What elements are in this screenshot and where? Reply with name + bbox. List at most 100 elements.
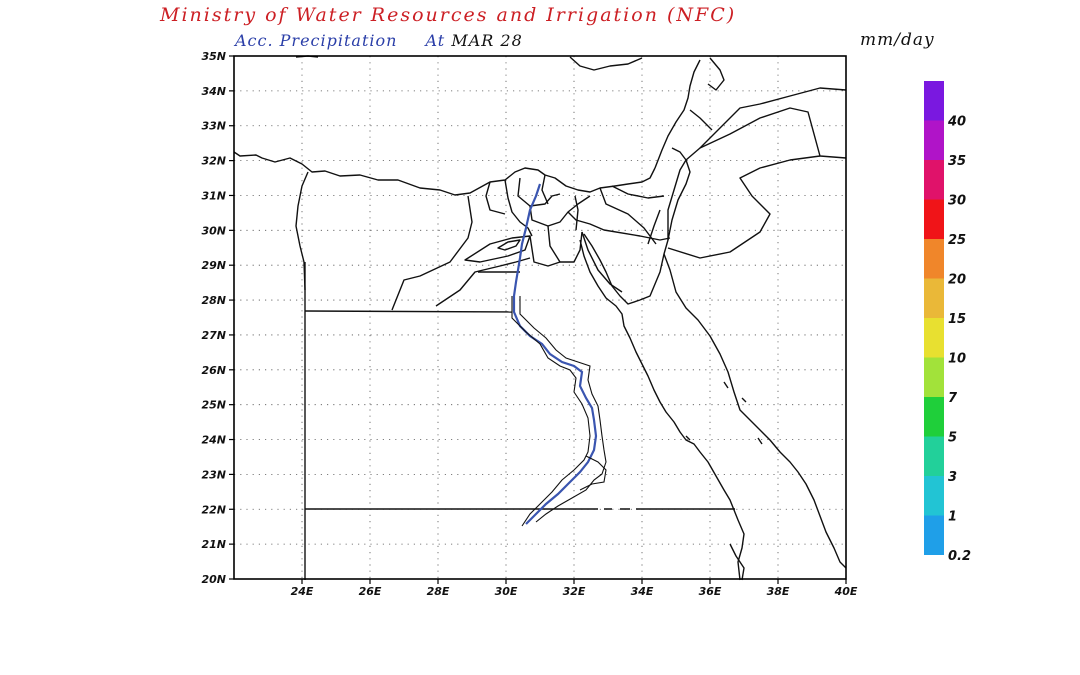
- x-tick-label: 28E: [427, 585, 450, 598]
- map-borders: [233, 55, 847, 581]
- y-tick-label: 27N: [201, 329, 226, 342]
- figure-subtitle: Acc. Precipitation At MAR 28: [235, 31, 523, 50]
- figure-title: Ministry of Water Resources and Irrigati…: [160, 4, 737, 26]
- y-tick-label: 21N: [201, 538, 226, 551]
- coast-sinai-east: [639, 147, 691, 301]
- legend-swatch: [924, 515, 944, 555]
- coastline-levant: [654, 59, 701, 169]
- sinai-inner: [647, 209, 661, 245]
- legend-label: 35: [948, 154, 966, 169]
- legend-label: 25: [948, 233, 966, 248]
- axis-ticks: 24E 26E 28E 30E 32E 34E 36E 38E 40E 20N 21N 22N 23N 2…: [201, 50, 857, 598]
- nile-valley-outline-east: [519, 296, 607, 523]
- at-label: At: [425, 31, 446, 50]
- legend-label: 3: [948, 470, 957, 485]
- coastline-turkey: [569, 56, 643, 71]
- y-tick-label: 34N: [201, 85, 226, 98]
- y-tick-label: 32N: [201, 155, 226, 168]
- legend-swatch: [924, 120, 944, 160]
- admin-delta-8: [485, 181, 506, 215]
- y-tick-label: 24N: [201, 434, 226, 447]
- y-tick-label: 23N: [201, 468, 226, 481]
- y-tick-label: 33N: [201, 120, 226, 133]
- y-tick-label: 25N: [201, 399, 226, 412]
- coastline-north-africa: [233, 151, 656, 196]
- legend-label: 1: [948, 510, 957, 525]
- nile-valley-outline: [511, 296, 591, 527]
- legend-label: 5: [948, 431, 957, 446]
- admin-delta-5: [529, 235, 561, 267]
- forecast-date: MAR 28: [451, 31, 523, 50]
- coast-red-sea-east: [663, 253, 847, 569]
- admin-delta-1: [504, 179, 533, 237]
- legend-label: 0.2: [948, 549, 971, 564]
- depression-qattara: [464, 235, 531, 263]
- legend-swatch: [924, 278, 944, 318]
- admin-north-sinai: [599, 187, 657, 245]
- legend-swatch: [924, 397, 944, 437]
- nile-main-channel: [512, 183, 598, 525]
- coastline-anatolia: [707, 57, 725, 91]
- admin-matruh: [391, 195, 473, 311]
- legend-swatch: [924, 476, 944, 516]
- sudan-coast-fragment: [729, 543, 745, 581]
- admin-delta-4: [547, 225, 583, 263]
- legend-swatch: [924, 81, 944, 121]
- map-grid: [234, 56, 846, 579]
- y-tick-label: 26N: [201, 364, 226, 377]
- x-tick-label: 24E: [291, 585, 314, 598]
- y-tick-label: 29N: [201, 259, 226, 272]
- x-tick-label: 36E: [699, 585, 722, 598]
- legend-swatch: [924, 239, 944, 279]
- legend-label: 40: [947, 115, 966, 130]
- y-tick-label: 31N: [201, 189, 226, 202]
- border-libya-west: [295, 171, 309, 291]
- product-name: Acc. Precipitation: [235, 31, 398, 50]
- admin-delta-9: [541, 174, 549, 205]
- admin-line-28n: [304, 310, 513, 313]
- border-syria: [699, 87, 847, 149]
- coast-gulf-of-suez-west: [579, 239, 745, 581]
- nile-river: [511, 183, 607, 527]
- legend-swatch: [924, 436, 944, 476]
- y-tick-label: 30N: [201, 224, 226, 237]
- lake-qarun: [497, 239, 521, 251]
- x-tick-label: 38E: [767, 585, 790, 598]
- border-jordan-iraq: [685, 107, 847, 161]
- x-tick-label: 30E: [495, 585, 518, 598]
- coast-sinai-west: [583, 233, 641, 305]
- admin-delta-7: [574, 195, 579, 231]
- legend-label: 20: [948, 273, 966, 288]
- legend-label: 15: [948, 312, 966, 327]
- admin-delta-2: [517, 177, 561, 207]
- border-israel-jordan: [667, 159, 687, 240]
- map-frame: [233, 55, 847, 580]
- admin-delta-6: [567, 211, 671, 241]
- border-jordan-saudi: [667, 155, 821, 259]
- y-tick-label: 35N: [201, 50, 226, 63]
- legend-swatch: [924, 357, 944, 397]
- y-tick-label: 20N: [201, 573, 226, 586]
- x-tick-label: 26E: [359, 585, 382, 598]
- y-tick-label: 28N: [201, 294, 226, 307]
- x-tick-label: 32E: [563, 585, 586, 598]
- red-sea-islands: [685, 381, 763, 445]
- y-tick-label: 22N: [201, 503, 226, 516]
- legend-swatch: [924, 199, 944, 239]
- legend-swatch: [924, 318, 944, 358]
- legend-label: 30: [948, 194, 966, 209]
- legend-swatch: [924, 160, 944, 200]
- border-lebanon: [689, 109, 713, 131]
- lake-nasser: [579, 455, 607, 491]
- legend-label: 7: [948, 391, 958, 406]
- admin-delta-3: [529, 195, 591, 227]
- sinai-north-line: [611, 185, 665, 199]
- x-tick-label: 34E: [631, 585, 654, 598]
- admin-suez: [581, 231, 623, 293]
- legend-label: 10: [948, 352, 966, 367]
- x-tick-label: 40E: [834, 585, 858, 598]
- units-label: mm/day: [860, 30, 935, 50]
